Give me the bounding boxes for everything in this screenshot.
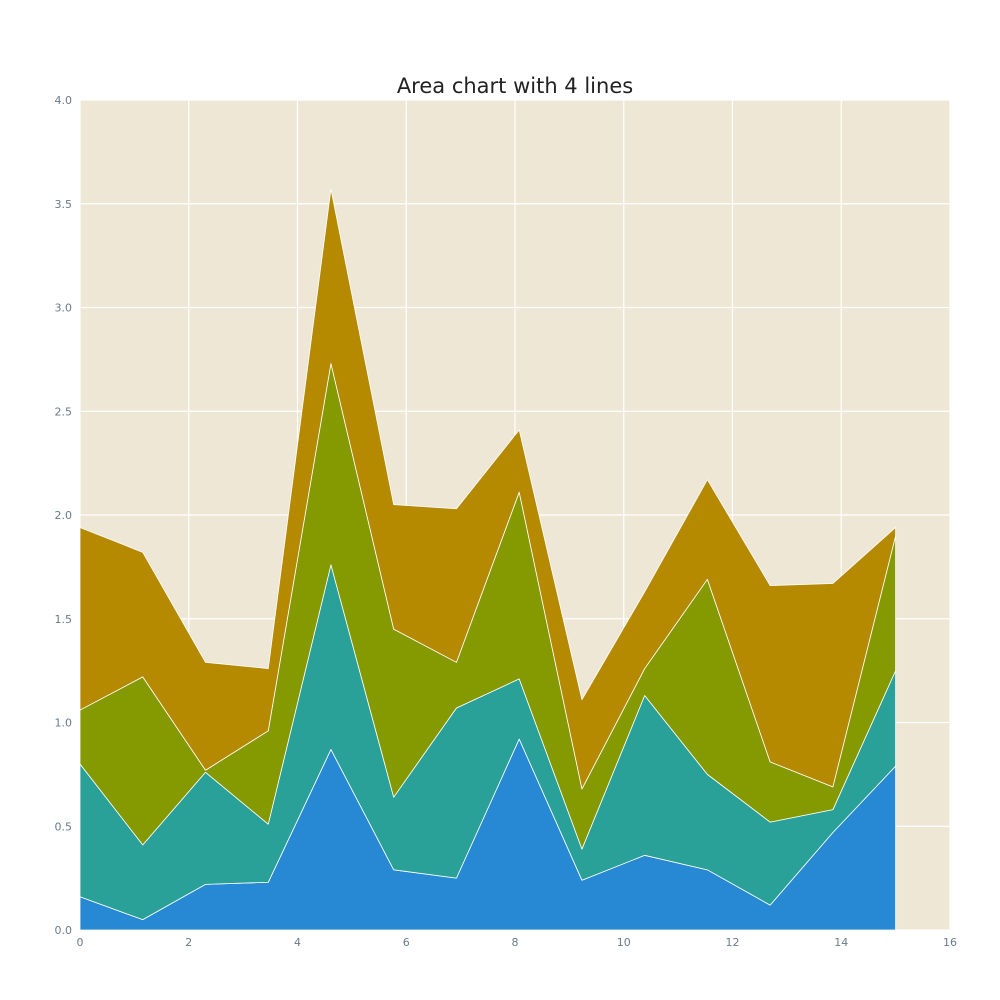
y-tick-label: 3.5 [55, 198, 73, 211]
y-tick-label: 0.0 [55, 924, 73, 937]
chart-title: Area chart with 4 lines [397, 74, 633, 98]
y-tick-label: 3.0 [55, 302, 73, 315]
y-tick-label: 4.0 [55, 94, 73, 107]
y-tick-label: 1.0 [55, 717, 73, 730]
area-series-4 [79, 188, 897, 790]
y-tick-label: 2.5 [55, 405, 73, 418]
x-tick-label: 10 [617, 936, 631, 949]
area-series-group [79, 188, 897, 931]
x-tick-label: 2 [185, 936, 192, 949]
y-tick-label: 2.0 [55, 509, 73, 522]
y-tick-label: 1.5 [55, 613, 73, 626]
y-tick-label: 0.5 [55, 820, 73, 833]
x-tick-label: 6 [403, 936, 410, 949]
x-tick-label: 8 [512, 936, 519, 949]
x-tick-label: 12 [726, 936, 740, 949]
x-tick-label: 0 [77, 936, 84, 949]
x-tick-label: 14 [834, 936, 848, 949]
x-tick-label: 16 [943, 936, 957, 949]
x-tick-label: 4 [294, 936, 301, 949]
y-axis-ticks: 0.0 0.5 1.0 1.5 2.0 2.5 3.0 3.5 4.0 [55, 94, 73, 937]
x-axis-ticks: 0 2 4 6 8 10 12 14 16 [77, 936, 958, 949]
